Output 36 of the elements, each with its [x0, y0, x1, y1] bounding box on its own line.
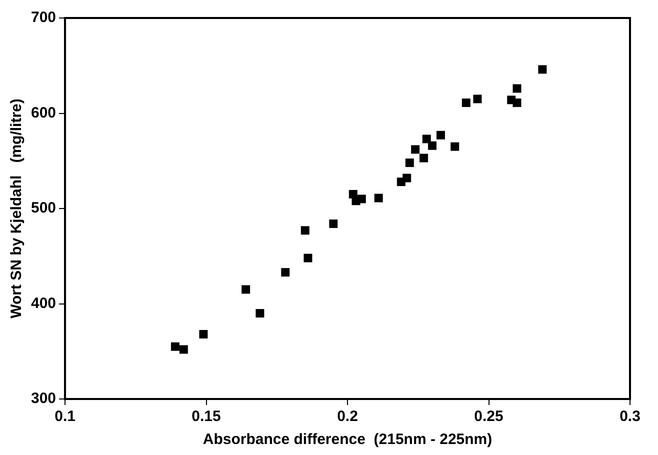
point: [473, 94, 482, 104]
y-tick-label: 400: [30, 294, 56, 312]
point: [428, 141, 436, 150]
point: [422, 134, 431, 144]
point: [436, 130, 445, 140]
x-axis-title: Absorbance difference (215nm - 225nm): [202, 431, 492, 448]
point: [512, 98, 522, 108]
point: [357, 194, 366, 204]
point: [242, 285, 250, 294]
point: [304, 254, 312, 262]
y-tick-label: 500: [30, 200, 56, 217]
x-tick-label: 0.2: [337, 408, 358, 426]
point: [450, 142, 460, 151]
y-tick-label: 300: [30, 390, 56, 408]
point: [179, 345, 188, 354]
point: [329, 220, 338, 228]
point: [512, 84, 522, 93]
point: [462, 98, 470, 108]
point: [402, 174, 412, 182]
point: [281, 268, 290, 277]
point: [256, 309, 264, 318]
point: [411, 145, 420, 154]
point: [405, 158, 414, 168]
x-tick-label: 0.25: [474, 408, 504, 426]
point: [199, 330, 208, 338]
point: [374, 194, 383, 202]
point: [300, 226, 310, 235]
y-tick-label: 600: [30, 104, 56, 122]
y-tick-label: 700: [30, 9, 56, 26]
point: [420, 154, 428, 162]
y-axis-title: Wort SN by Kjeldahl (mg/litre): [8, 98, 26, 318]
x-tick-label: 0.3: [620, 408, 640, 426]
x-tick-label: 0.1: [54, 408, 76, 426]
x-tick-label: 0.15: [192, 408, 221, 426]
point: [538, 65, 547, 74]
point: [170, 342, 180, 351]
